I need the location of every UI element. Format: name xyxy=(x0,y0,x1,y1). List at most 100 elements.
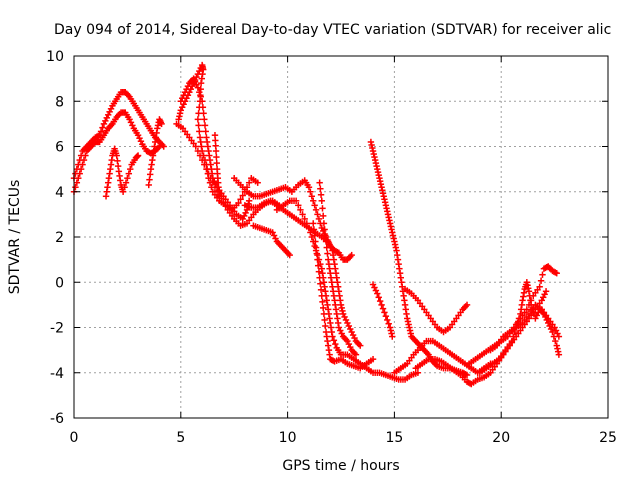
series-12 xyxy=(310,220,377,372)
data-point xyxy=(196,89,203,96)
data-point xyxy=(345,322,353,330)
data-point xyxy=(316,274,323,281)
data-point xyxy=(389,333,396,340)
data-point xyxy=(312,244,320,251)
data-point xyxy=(202,128,209,135)
data-point xyxy=(369,355,377,363)
data-point xyxy=(310,197,317,204)
data-point xyxy=(212,147,220,155)
series-6 xyxy=(173,120,283,229)
data-point xyxy=(539,271,546,278)
x-tick-label: 15 xyxy=(385,430,403,446)
data-point xyxy=(201,161,208,168)
data-point xyxy=(124,174,131,182)
data-point xyxy=(318,292,325,300)
data-point xyxy=(220,199,227,206)
data-point xyxy=(312,206,320,214)
data-point xyxy=(198,156,206,164)
data-point xyxy=(179,104,186,111)
chart-title: Day 094 of 2014, Sidereal Day-to-day VTE… xyxy=(54,22,611,38)
y-tick-label: 0 xyxy=(55,275,64,291)
data-point xyxy=(194,84,202,91)
data-point xyxy=(540,294,547,301)
x-tick-label: 20 xyxy=(492,430,510,446)
series-8 xyxy=(231,174,355,263)
data-point xyxy=(205,170,212,177)
data-point xyxy=(99,124,106,131)
data-point xyxy=(311,232,318,239)
data-point xyxy=(303,220,311,227)
data-point xyxy=(245,197,253,204)
data-point xyxy=(199,104,207,111)
data-point xyxy=(134,152,142,159)
data-point xyxy=(348,251,355,259)
data-point xyxy=(75,174,82,182)
data-point xyxy=(372,287,380,294)
data-point xyxy=(196,128,203,135)
y-tick-label: -4 xyxy=(50,366,64,382)
data-point xyxy=(549,328,556,336)
data-point xyxy=(201,116,208,123)
data-point xyxy=(323,244,330,251)
data-point xyxy=(308,193,316,200)
data-point xyxy=(201,122,209,129)
data-point xyxy=(314,211,321,218)
data-point xyxy=(510,333,517,340)
data-point xyxy=(463,371,471,379)
data-point xyxy=(127,165,134,173)
data-point xyxy=(321,226,328,233)
data-point xyxy=(103,114,110,122)
data-point xyxy=(320,304,327,312)
data-point xyxy=(310,220,317,227)
data-point xyxy=(352,351,360,358)
data-point xyxy=(100,120,108,128)
data-point xyxy=(316,179,323,186)
x-tick-label: 10 xyxy=(279,430,297,446)
y-axis-label: SDTVAR / TECUs xyxy=(7,180,23,295)
x-tick-label: 25 xyxy=(599,430,617,446)
data-point xyxy=(314,256,321,263)
data-point xyxy=(321,316,328,324)
data-point xyxy=(72,184,79,191)
data-point xyxy=(317,286,325,293)
data-point xyxy=(330,337,338,344)
data-point xyxy=(337,327,344,334)
data-point xyxy=(312,238,319,245)
data-point xyxy=(322,238,330,245)
data-point xyxy=(106,108,113,116)
data-point xyxy=(378,301,385,309)
data-point xyxy=(317,185,324,192)
data-point xyxy=(196,152,204,159)
data-point xyxy=(222,202,229,210)
series-7 xyxy=(211,131,223,200)
data-point xyxy=(344,319,351,327)
series-15 xyxy=(369,281,396,340)
data-point xyxy=(320,212,327,220)
data-point xyxy=(305,224,313,232)
data-point xyxy=(341,313,348,321)
data-point xyxy=(200,110,207,117)
y-tick-label: 10 xyxy=(46,49,64,65)
series-14 xyxy=(367,138,471,379)
series-10 xyxy=(250,222,293,259)
y-tick-label: 2 xyxy=(55,230,64,246)
data-point xyxy=(349,331,357,339)
data-point xyxy=(299,211,306,218)
data-point xyxy=(237,196,244,203)
data-point xyxy=(329,333,336,340)
data-point xyxy=(374,290,381,297)
data-point xyxy=(79,161,86,168)
data-point xyxy=(536,283,543,290)
data-point xyxy=(197,79,205,87)
data-point xyxy=(320,220,328,227)
data-point xyxy=(318,197,325,204)
data-point xyxy=(198,98,206,105)
data-point xyxy=(104,111,112,119)
data-point xyxy=(555,351,563,358)
data-point xyxy=(295,202,302,209)
data-point xyxy=(515,315,523,322)
series-9 xyxy=(241,197,364,349)
data-point xyxy=(553,270,560,277)
data-point xyxy=(508,337,516,345)
data-point xyxy=(292,197,300,204)
